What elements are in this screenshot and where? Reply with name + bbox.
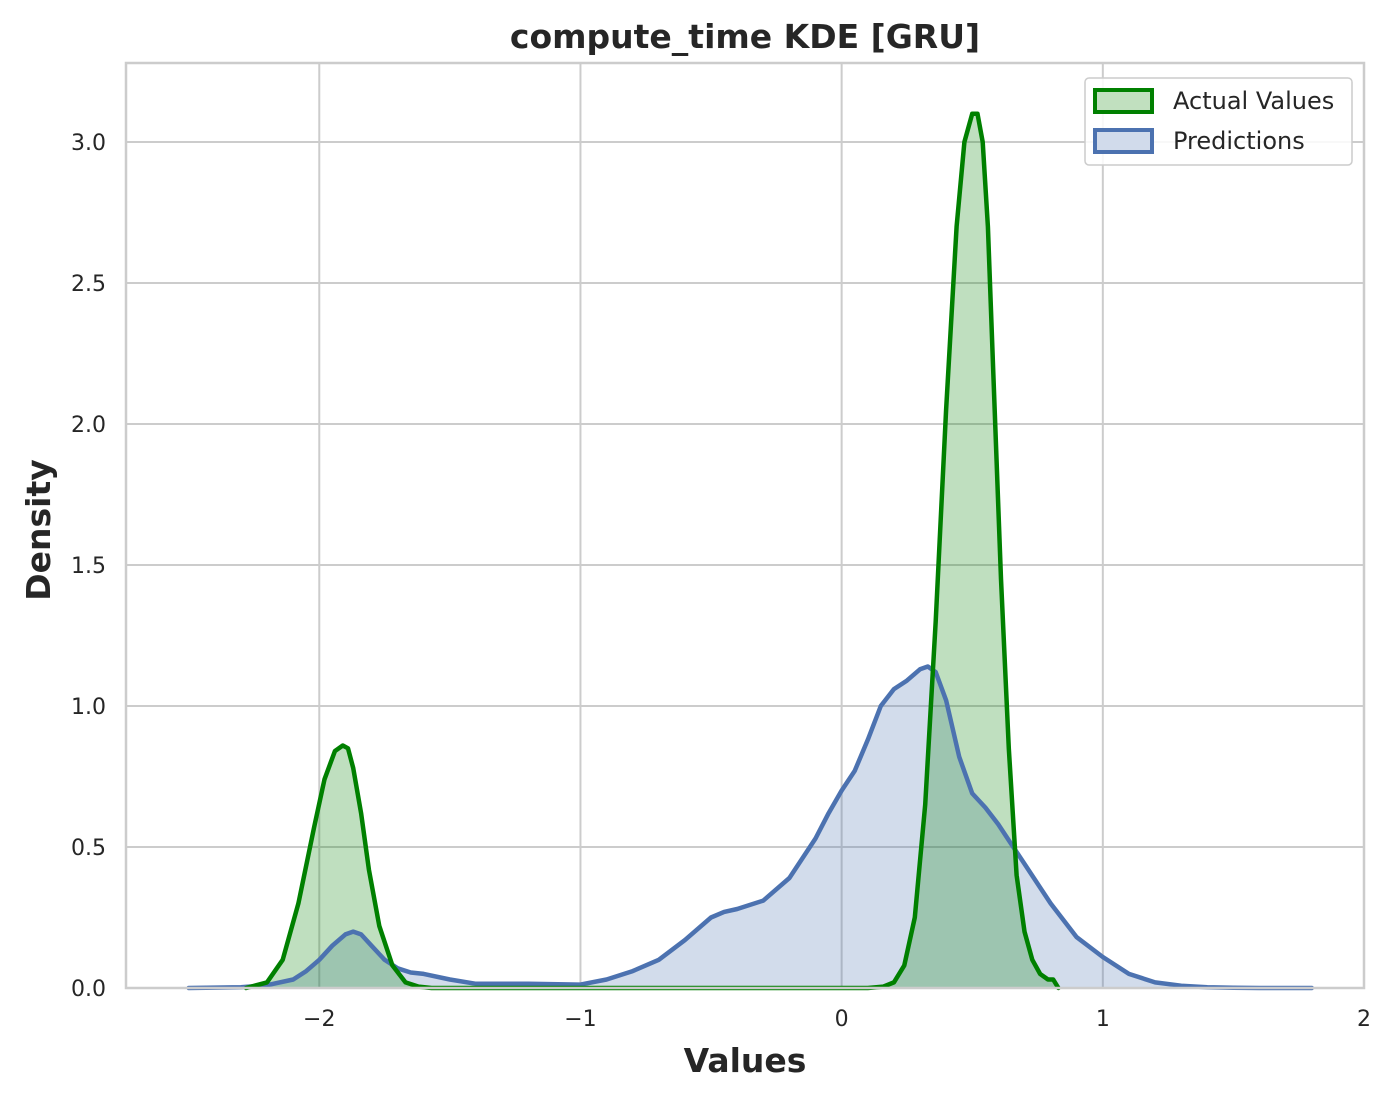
- legend: Actual Values Predictions: [1084, 77, 1353, 166]
- x-tick-label: 1: [1096, 1007, 1110, 1032]
- kde-fill-predictions: [188, 666, 1312, 988]
- y-tick-label: 3.0: [71, 131, 106, 156]
- x-tick-label: 0: [835, 1007, 849, 1032]
- y-tick-label: 2.5: [71, 272, 106, 297]
- y-tick-label: 1.0: [71, 695, 106, 720]
- x-axis-title: Values: [684, 1041, 807, 1080]
- x-tick-label: −2: [303, 1007, 335, 1032]
- x-tick-label: 2: [1357, 1007, 1371, 1032]
- kde-line-predictions: [186, 664, 1315, 991]
- axes-frame: [124, 61, 1366, 990]
- y-tick-label: 2.0: [71, 413, 106, 438]
- y-tick-label: 0.0: [71, 977, 106, 1002]
- legend-swatch-predictions: [1093, 128, 1154, 154]
- tick-labels: −2 −1 0 1 2 0.0 0.5 1.0 1.5 2.0 2.5 3.0: [71, 131, 1371, 1032]
- y-tick-label: 1.5: [71, 554, 106, 579]
- x-tick-label: −1: [564, 1007, 596, 1032]
- legend-label-actual-values: Actual Values: [1173, 87, 1334, 115]
- grid-lines: [126, 63, 1365, 989]
- y-tick-label: 0.5: [71, 836, 106, 861]
- legend-swatch-actual-values: [1093, 88, 1154, 114]
- y-axis-title: Density: [19, 459, 58, 601]
- kde-fill-actual-values: [246, 113, 1059, 989]
- chart-title: compute_time KDE [GRU]: [510, 17, 980, 56]
- plot-area-border: [124, 61, 1366, 990]
- legend-label-predictions: Predictions: [1173, 127, 1305, 155]
